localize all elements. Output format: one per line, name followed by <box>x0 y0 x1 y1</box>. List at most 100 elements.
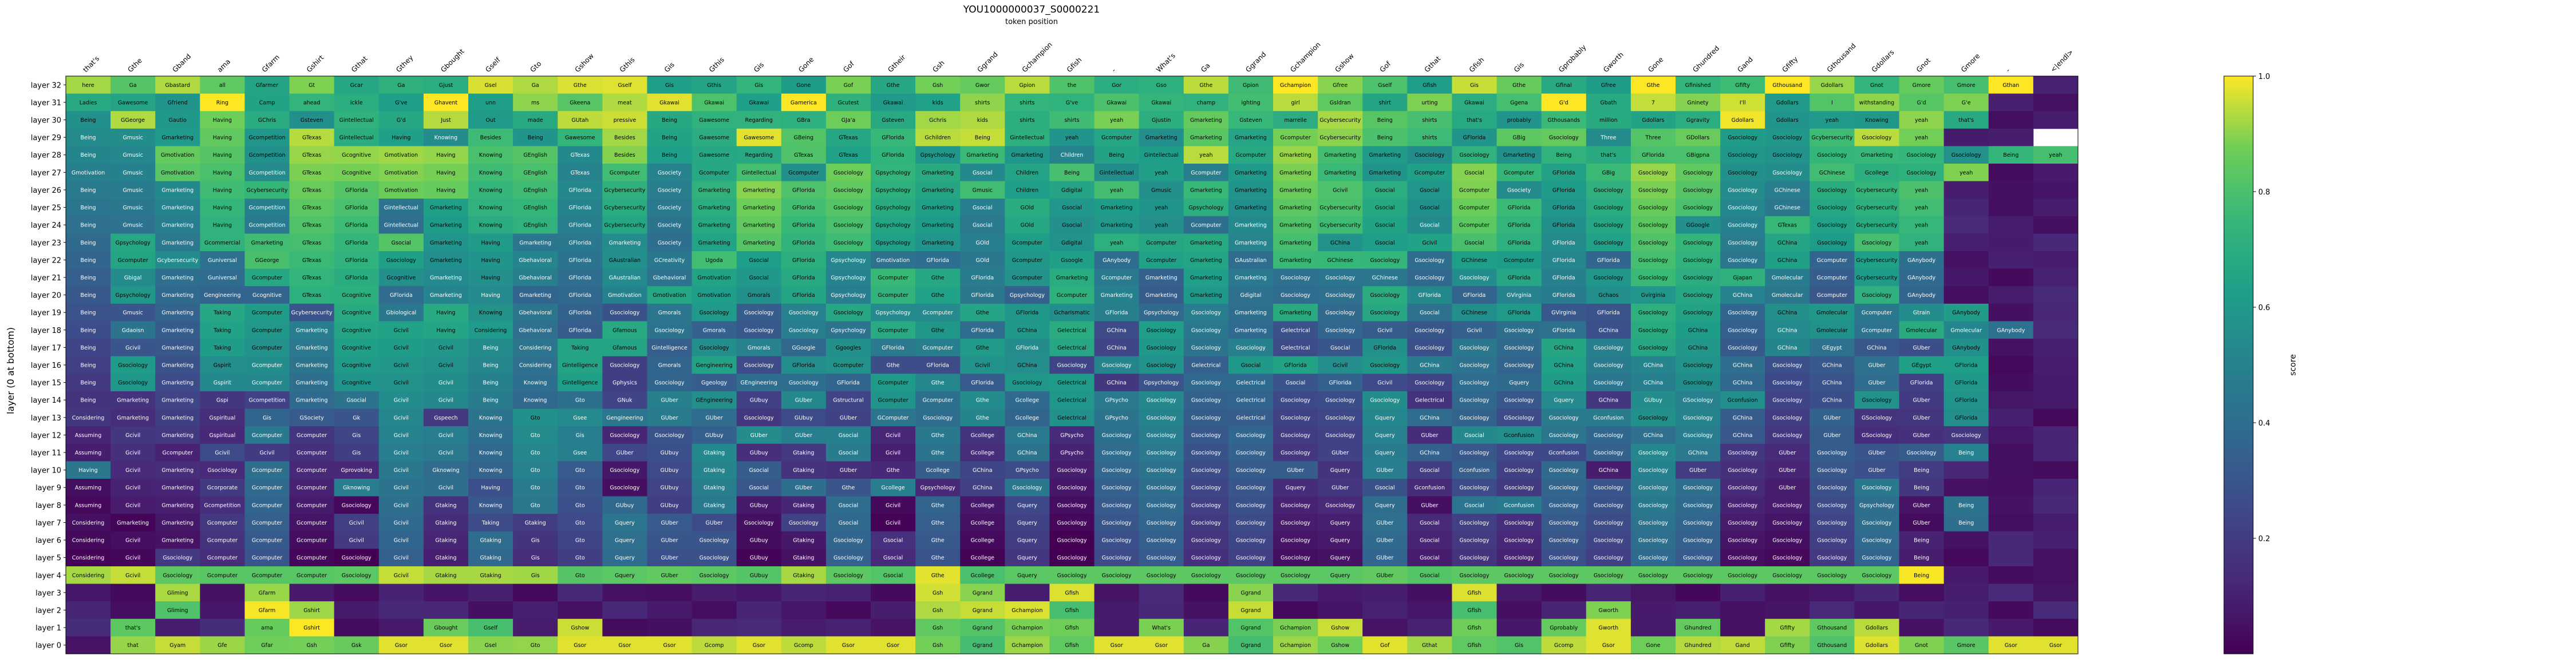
heatmap-cell <box>289 601 335 620</box>
heatmap-cell <box>915 531 961 549</box>
cell-label: Having <box>436 187 455 193</box>
heatmap-cell <box>110 321 156 339</box>
cell-label: Gpsychology <box>831 275 866 281</box>
heatmap-cell <box>1765 128 1810 146</box>
cell-label: Gcivil <box>125 538 140 544</box>
heatmap-cell <box>602 443 647 462</box>
heatmap-cell <box>1228 426 1274 444</box>
heatmap-cell <box>781 321 827 339</box>
cell-label: Gcomputer <box>1191 170 1221 176</box>
cell-label: that's <box>125 625 141 632</box>
heatmap-cell <box>871 303 916 321</box>
cell-label: Gfarm <box>259 590 276 596</box>
heatmap-cell <box>1139 636 1184 654</box>
heatmap-cell <box>1854 583 1900 602</box>
heatmap-cell <box>1676 496 1721 514</box>
heatmap-cell <box>1496 286 1542 304</box>
heatmap-cell <box>155 443 200 462</box>
cell-label: Gsociology <box>1683 485 1713 491</box>
cell-label: Gthe <box>976 415 989 421</box>
heatmap-cell <box>871 426 916 444</box>
heatmap-cell <box>1765 268 1810 287</box>
cell-label: yeah <box>1155 205 1168 211</box>
heatmap-cell <box>1094 514 1140 532</box>
heatmap-cell <box>1183 496 1229 514</box>
cell-label: Gsociology <box>1325 310 1355 316</box>
cell-label: Gsociology <box>1102 467 1132 474</box>
heatmap-cell <box>378 601 424 620</box>
heatmap-cell <box>558 461 603 479</box>
heatmap-cell <box>915 618 961 637</box>
cell-label: Gdollars <box>1776 117 1799 124</box>
heatmap-cell <box>1049 391 1095 410</box>
heatmap-cell <box>1943 303 1989 321</box>
cell-label: Being <box>1914 467 1929 474</box>
heatmap-cell <box>200 601 245 620</box>
cell-label: Gsociology <box>1236 450 1266 456</box>
x-tick-label: Gtheir <box>886 53 907 74</box>
cell-label: Gthe <box>931 573 945 579</box>
heatmap-cell <box>1586 128 1631 146</box>
y-tick-label: layer 5 <box>35 554 61 563</box>
heatmap-cell <box>423 583 469 602</box>
cell-label: Gworth <box>1599 608 1619 614</box>
cell-label: made <box>528 117 543 124</box>
heatmap-cell <box>960 93 1005 112</box>
cell-label: Gsociology <box>1504 327 1534 334</box>
cell-label: ickle <box>350 100 363 106</box>
cell-label: GFlorida <box>1552 240 1575 246</box>
cell-label: Gcollege <box>926 467 950 474</box>
heatmap-cell <box>1139 549 1184 567</box>
cell-label: Being <box>81 275 96 281</box>
heatmap-cell <box>1049 251 1095 269</box>
heatmap-cell <box>871 583 916 602</box>
heatmap-cell <box>1362 583 1408 602</box>
heatmap-cell <box>1809 93 1855 112</box>
cell-label: yeah <box>1155 170 1168 176</box>
cell-label: Gmotivation <box>72 170 105 176</box>
heatmap-cell <box>468 496 513 514</box>
cell-label: Gmarketing <box>1279 240 1311 246</box>
cell-label: Gcognitive <box>342 345 371 351</box>
heatmap-cell <box>244 93 290 112</box>
cell-label: Gsor <box>618 642 631 649</box>
heatmap-cell <box>155 216 200 234</box>
cell-label: Gawesome <box>699 117 729 124</box>
cell-label: Gmarketing <box>1190 117 1222 124</box>
cell-label: Gsocial <box>749 467 768 474</box>
heatmap-cell <box>244 443 290 462</box>
cell-label: Gsocial <box>1464 502 1484 509</box>
cell-label: Gcomputer <box>1504 170 1534 176</box>
heatmap-cell <box>1586 496 1631 514</box>
cell-label: Gsociology <box>1549 520 1579 526</box>
heatmap-cell <box>378 111 424 129</box>
heatmap-cell <box>378 216 424 234</box>
cell-label: GBig <box>1602 170 1615 176</box>
cell-label: Gsociology <box>1728 240 1757 246</box>
heatmap-cell <box>244 268 290 287</box>
cell-label: Gfree <box>1333 82 1348 89</box>
heatmap-cell <box>1139 461 1184 479</box>
heatmap-cell <box>468 549 513 567</box>
heatmap-cell <box>1049 164 1095 182</box>
heatmap-cell <box>334 443 380 462</box>
cell-label: Gbiological <box>386 310 417 316</box>
cell-label: Gfish <box>1065 608 1078 614</box>
cell-label: Gsociology <box>1772 398 1802 404</box>
heatmap-cell <box>66 391 111 410</box>
cell-label: Gsor <box>663 642 675 649</box>
cell-label: GAnybody <box>1907 257 1935 264</box>
cell-label: Knowing <box>479 310 503 316</box>
heatmap-cell <box>558 426 603 444</box>
heatmap-cell <box>1541 408 1587 427</box>
heatmap-cell <box>781 339 827 357</box>
heatmap-cell <box>289 496 335 514</box>
cell-label: Gsociology <box>1862 398 1892 404</box>
heatmap-cell <box>736 76 782 94</box>
cell-label: Gcivil <box>438 485 453 491</box>
heatmap-cell <box>1854 251 1900 269</box>
cell-label: GUber <box>840 415 857 421</box>
cell-label: GUbuy <box>750 573 768 579</box>
cell-label: Gcomputer <box>878 398 908 404</box>
cell-label: Gsociology <box>1281 520 1310 526</box>
